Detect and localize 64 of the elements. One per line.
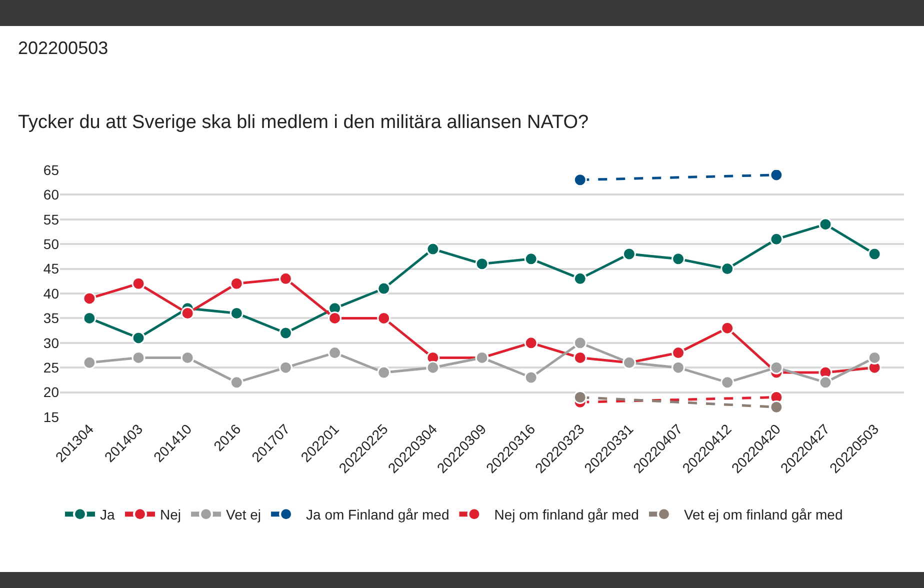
y-tick-label: 50 xyxy=(43,236,60,252)
point xyxy=(720,262,734,276)
point xyxy=(82,292,96,306)
point xyxy=(180,350,194,364)
y-tick-label: 25 xyxy=(43,360,60,376)
point xyxy=(132,331,146,345)
point xyxy=(573,350,587,364)
point xyxy=(672,346,686,360)
point xyxy=(377,282,391,296)
point xyxy=(230,276,244,290)
point xyxy=(672,360,686,374)
legend-label: Vet ej om finland går med xyxy=(684,506,843,523)
point xyxy=(868,350,882,364)
point xyxy=(720,376,734,390)
point xyxy=(672,252,686,266)
y-tick-label: 55 xyxy=(43,211,60,228)
legend-label: Nej xyxy=(160,506,182,523)
point xyxy=(573,390,587,404)
point xyxy=(770,232,784,246)
legend-label: Nej om finland går med xyxy=(494,506,639,523)
point xyxy=(770,360,784,374)
point xyxy=(868,247,882,261)
legend-label: Ja xyxy=(100,506,115,523)
point xyxy=(377,311,391,325)
point xyxy=(426,242,440,256)
point xyxy=(377,366,391,380)
point xyxy=(524,336,538,350)
y-tick-label: 15 xyxy=(43,408,60,425)
point xyxy=(82,311,96,325)
point xyxy=(230,376,244,390)
point xyxy=(132,276,146,290)
point xyxy=(524,252,538,266)
point xyxy=(720,321,734,335)
point xyxy=(328,346,342,360)
text: 202200503 xyxy=(18,38,108,59)
y-tick-label: 60 xyxy=(43,186,60,203)
legend-label: Ja om Finland går med xyxy=(306,506,450,523)
point xyxy=(622,247,636,261)
point xyxy=(818,376,832,390)
point xyxy=(328,311,342,325)
point xyxy=(278,272,292,286)
y-tick-label: 35 xyxy=(43,310,60,326)
legend-label: Vet ej xyxy=(226,506,262,523)
y-tick-label: 65 xyxy=(43,162,60,178)
y-tick-label: 30 xyxy=(43,334,60,351)
point xyxy=(475,257,489,271)
point xyxy=(573,173,587,187)
point xyxy=(770,170,784,182)
point xyxy=(180,306,194,320)
point xyxy=(573,336,587,350)
point xyxy=(82,356,96,370)
point xyxy=(573,272,587,286)
y-tick-label: 45 xyxy=(43,260,60,277)
y-tick-label: 40 xyxy=(43,285,60,302)
point xyxy=(278,360,292,374)
point xyxy=(524,370,538,384)
point xyxy=(230,306,244,320)
point xyxy=(426,360,440,374)
point xyxy=(770,400,784,414)
y-tick-label: 20 xyxy=(43,384,60,400)
point xyxy=(818,218,832,232)
point xyxy=(278,326,292,340)
point xyxy=(132,350,146,364)
chart-title: Tycker du att Sverige ska bli medlem i den militära alliansen NATO? xyxy=(18,112,589,134)
